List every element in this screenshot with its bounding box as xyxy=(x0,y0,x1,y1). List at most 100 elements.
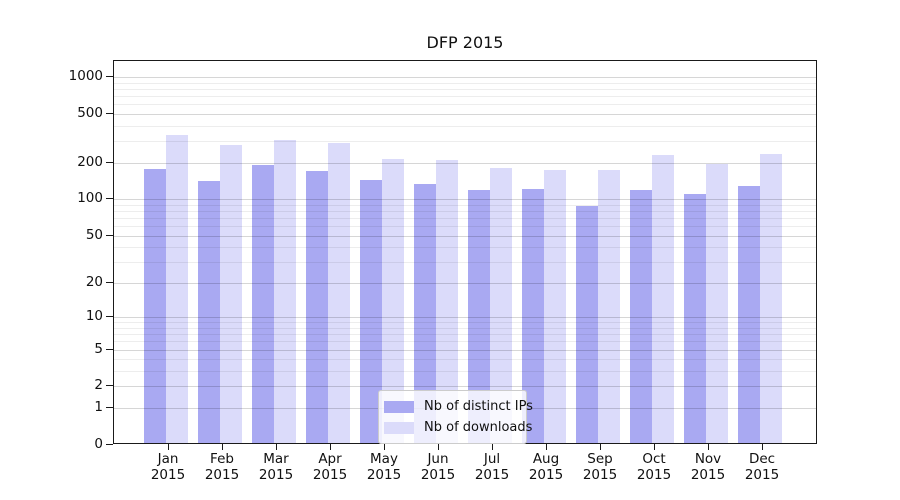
x-tick-label-jun-2015: Jun 2015 xyxy=(406,451,470,483)
x-tick-label-dec-2015: Dec 2015 xyxy=(730,451,794,483)
plot-area xyxy=(113,60,817,444)
gridline-minor-600 xyxy=(114,104,816,106)
bar-nb-of-distinct-ips-oct-2015 xyxy=(630,189,652,443)
y-tick-label-10: 10 xyxy=(85,308,103,325)
bar-nb-of-distinct-ips-aug-2015 xyxy=(522,189,544,443)
x-tick-mark-jul-2015 xyxy=(492,444,493,450)
bar-nb-of-downloads-jun-2015 xyxy=(436,159,458,443)
y-tick-label-50: 50 xyxy=(85,226,103,243)
bar-nb-of-distinct-ips-nov-2015 xyxy=(684,193,706,443)
x-tick-mark-jun-2015 xyxy=(438,444,439,450)
bar-nb-of-downloads-sep-2015 xyxy=(598,169,620,443)
x-tick-year: 2015 xyxy=(636,467,672,483)
chart-title: DFP 2015 xyxy=(426,33,504,52)
x-tick-mark-dec-2015 xyxy=(762,444,763,450)
x-tick-label-may-2015: May 2015 xyxy=(352,451,416,483)
y-tick-mark-50 xyxy=(106,234,113,236)
bar-nb-of-downloads-apr-2015 xyxy=(328,143,350,443)
y-tick-label-200: 200 xyxy=(77,153,103,170)
x-tick-month: Apr xyxy=(318,451,342,467)
y-tick-mark-10 xyxy=(106,316,113,318)
legend-swatch-downloads-icon xyxy=(384,421,414,434)
x-tick-mark-mar-2015 xyxy=(276,444,277,450)
bar-nb-of-distinct-ips-feb-2015 xyxy=(198,180,220,443)
bar-nb-of-distinct-ips-jul-2015 xyxy=(468,190,490,443)
bar-nb-of-downloads-mar-2015 xyxy=(274,139,296,443)
y-tick-label-0: 0 xyxy=(94,436,103,452)
y-tick-label-5: 5 xyxy=(94,340,103,357)
x-tick-mark-oct-2015 xyxy=(654,444,655,450)
bar-nb-of-downloads-jul-2015 xyxy=(490,167,512,443)
legend-label-downloads: Nb of downloads xyxy=(424,420,533,435)
x-tick-month: Mar xyxy=(263,451,289,467)
bar-nb-of-distinct-ips-dec-2015 xyxy=(738,186,760,443)
y-tick-label-1000: 1000 xyxy=(68,67,103,84)
x-tick-label-feb-2015: Feb 2015 xyxy=(190,451,254,483)
bar-nb-of-downloads-nov-2015 xyxy=(706,163,728,443)
x-tick-month: Jul xyxy=(483,451,501,467)
y-tick-mark-1 xyxy=(106,407,113,409)
gridline-minor-400 xyxy=(114,125,816,127)
x-tick-month: Jan xyxy=(157,451,179,467)
x-tick-month: Feb xyxy=(210,451,234,467)
y-tick-label-100: 100 xyxy=(77,190,103,207)
y-tick-mark-200 xyxy=(106,161,113,163)
x-tick-month: Sep xyxy=(587,451,613,467)
y-tick-mark-0 xyxy=(106,444,113,445)
y-tick-mark-500 xyxy=(106,112,113,114)
x-tick-label-sep-2015: Sep 2015 xyxy=(568,451,632,483)
x-tick-label-apr-2015: Apr 2015 xyxy=(298,451,362,483)
x-tick-mark-apr-2015 xyxy=(330,444,331,450)
gridline-minor-700 xyxy=(114,95,816,97)
x-tick-label-mar-2015: Mar 2015 xyxy=(244,451,308,483)
legend-label-distinct-ips: Nb of distinct IPs xyxy=(424,399,533,414)
x-tick-mark-feb-2015 xyxy=(222,444,223,450)
legend-item-downloads: Nb of downloads xyxy=(384,417,532,438)
gridline-minor-800 xyxy=(114,88,816,90)
x-tick-year: 2015 xyxy=(366,467,402,483)
x-tick-month: Oct xyxy=(642,451,666,467)
x-tick-year: 2015 xyxy=(690,467,726,483)
y-tick-mark-2 xyxy=(106,385,113,387)
x-tick-year: 2015 xyxy=(150,467,186,483)
x-tick-label-oct-2015: Oct 2015 xyxy=(622,451,686,483)
y-tick-label-2: 2 xyxy=(94,377,103,394)
bar-nb-of-distinct-ips-jun-2015 xyxy=(414,183,436,443)
x-tick-mark-aug-2015 xyxy=(546,444,547,450)
y-tick-mark-100 xyxy=(106,198,113,200)
x-tick-month: May xyxy=(370,451,398,467)
bar-nb-of-downloads-aug-2015 xyxy=(544,170,566,443)
x-tick-month: Jun xyxy=(427,451,449,467)
legend-item-distinct-ips: Nb of distinct IPs xyxy=(384,396,533,417)
x-tick-year: 2015 xyxy=(204,467,240,483)
x-tick-year: 2015 xyxy=(420,467,456,483)
bar-nb-of-distinct-ips-sep-2015 xyxy=(576,205,598,443)
x-tick-year: 2015 xyxy=(528,467,564,483)
x-tick-month: Dec xyxy=(748,451,776,467)
x-tick-mark-may-2015 xyxy=(384,444,385,450)
bar-nb-of-downloads-may-2015 xyxy=(382,158,404,443)
x-tick-mark-nov-2015 xyxy=(708,444,709,450)
y-tick-label-1: 1 xyxy=(94,399,103,416)
bar-nb-of-downloads-jan-2015 xyxy=(166,134,188,443)
y-tick-mark-20 xyxy=(106,281,113,283)
y-tick-mark-1000 xyxy=(106,75,113,77)
x-tick-mark-jan-2015 xyxy=(168,444,169,450)
legend-swatch-distinct-ips-icon xyxy=(384,400,414,413)
y-tick-label-20: 20 xyxy=(85,273,103,290)
gridline-minor-300 xyxy=(114,141,816,142)
y-tick-mark-5 xyxy=(106,348,113,350)
bar-nb-of-distinct-ips-mar-2015 xyxy=(252,164,274,443)
legend: Nb of distinct IPs Nb of downloads xyxy=(378,390,533,444)
gridline-minor-900 xyxy=(114,82,816,84)
bar-nb-of-distinct-ips-may-2015 xyxy=(360,180,382,443)
gridline-major-1000 xyxy=(114,76,816,78)
x-tick-label-nov-2015: Nov 2015 xyxy=(676,451,740,483)
x-tick-mark-sep-2015 xyxy=(600,444,601,450)
x-tick-year: 2015 xyxy=(744,467,780,483)
x-tick-label-jan-2015: Jan 2015 xyxy=(136,451,200,483)
y-tick-label-500: 500 xyxy=(77,104,103,121)
x-tick-year: 2015 xyxy=(312,467,348,483)
x-tick-year: 2015 xyxy=(474,467,510,483)
